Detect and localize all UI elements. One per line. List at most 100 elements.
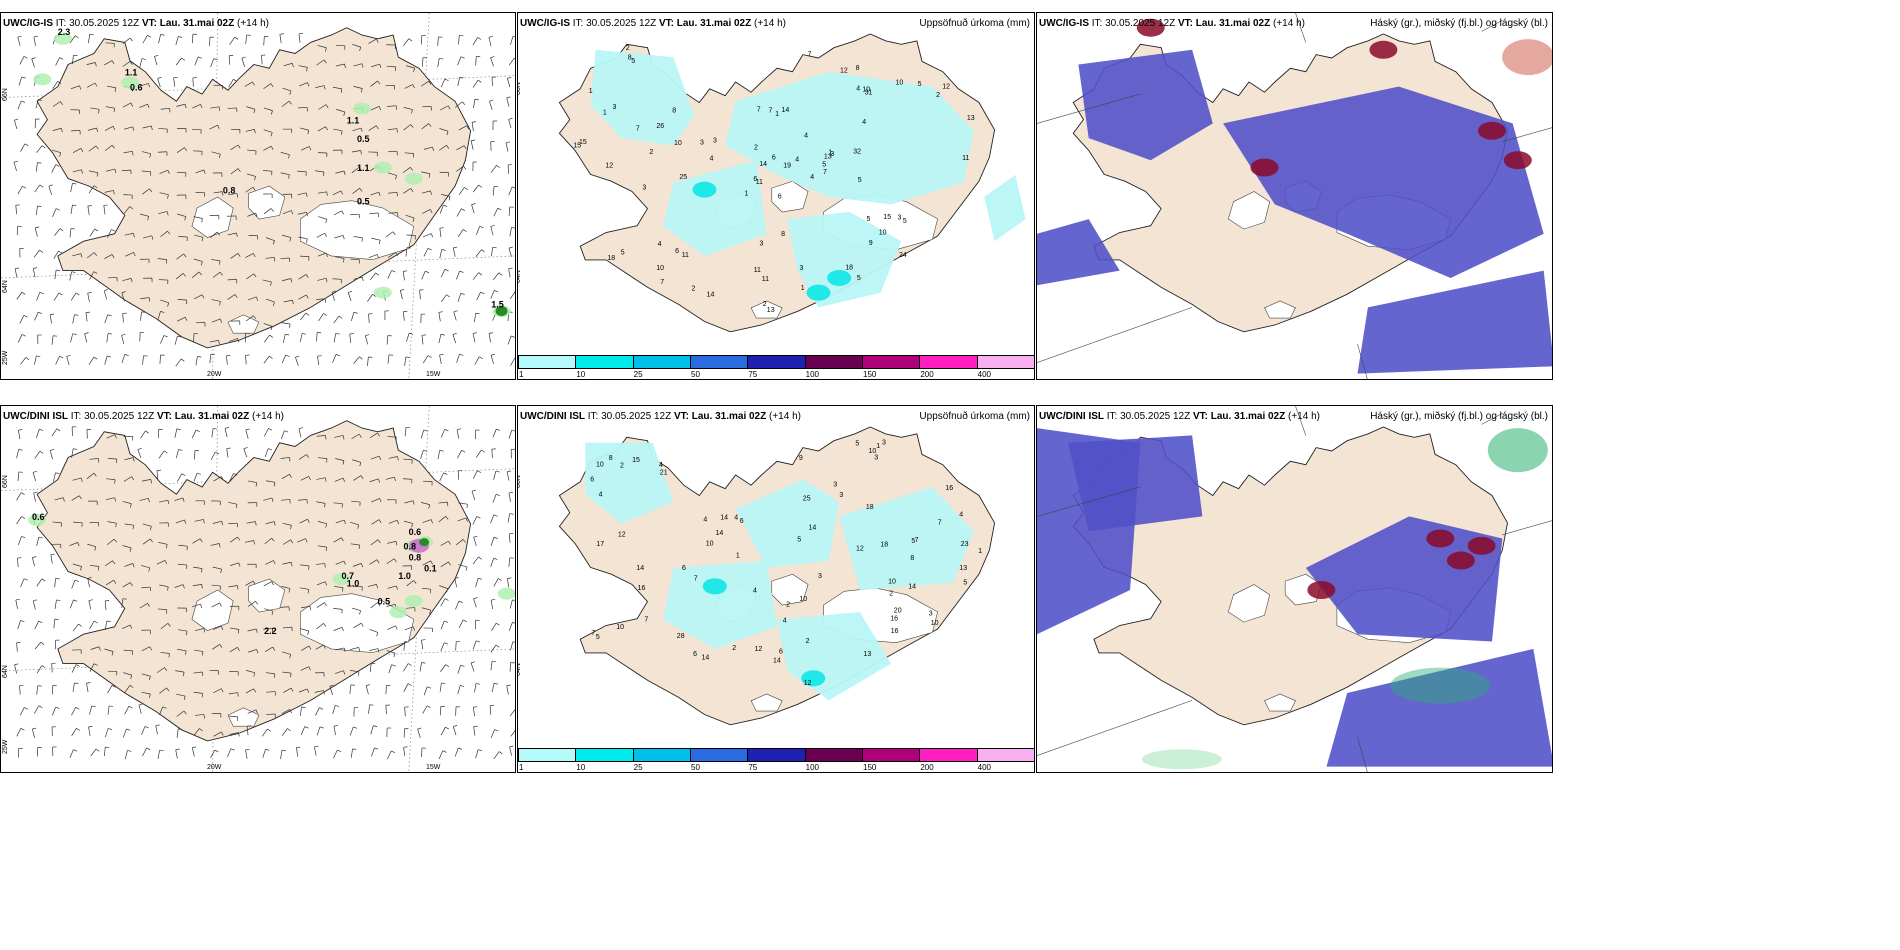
precip-value-label: 3 — [818, 573, 822, 580]
glacier-area — [299, 593, 415, 653]
colorbar-swatch — [575, 748, 634, 762]
precip-value-label: 10 — [674, 140, 682, 147]
precip-value-label: 6 — [753, 176, 757, 183]
low-cloud-area — [1068, 435, 1203, 532]
precip-value-label: 4 — [810, 174, 814, 181]
high-cloud-area — [1467, 536, 1496, 555]
lon-label-25w: 25W — [2, 350, 9, 365]
wind-value-label: 1.5 — [491, 299, 504, 309]
lon-label-15w: 15W — [426, 371, 441, 378]
panel-r1c2-precip-map: UWC/IG-IS IT: 30.05.2025 12Z VT: Lau. 31… — [517, 12, 1035, 380]
precip-value-label: 26 — [656, 123, 664, 130]
precip-area-heavy — [806, 284, 831, 301]
precip-value-label: 3 — [642, 185, 646, 192]
precip-value-label: 15 — [579, 139, 587, 146]
precip-value-label: 12 — [618, 531, 626, 538]
precip-area-heavy — [702, 578, 727, 595]
precip-value-label: 18 — [880, 542, 888, 549]
precip-blob — [373, 286, 392, 299]
precip-value-label: 7 — [823, 169, 827, 176]
colorbar-tick-label: 75 — [748, 370, 758, 379]
precip-value-label: 7 — [757, 106, 761, 113]
precip-value-label: 10 — [656, 265, 664, 272]
colorbar-swatch — [632, 748, 691, 762]
colorbar-tick-label: 1 — [519, 370, 524, 379]
precip-value-label: 12 — [840, 68, 848, 75]
panel-right-title: Háský (gr.), miðský (fj.bl.) og lágský (… — [1370, 411, 1548, 422]
precip-value-label: 14 — [707, 291, 715, 298]
precip-value-label: 5 — [855, 440, 859, 447]
precip-value-label: 6 — [693, 651, 697, 658]
precip-area — [590, 49, 695, 146]
precip-value-label: 4 — [703, 517, 707, 524]
high-cloud-area — [1503, 151, 1532, 170]
glacier-area — [750, 300, 783, 319]
lat-label-66n: 66N — [2, 475, 9, 488]
high-cloud-area — [1477, 121, 1506, 140]
precip-value-label: 10 — [896, 80, 904, 87]
precip-value-label: 25 — [679, 174, 687, 181]
precip-area — [839, 487, 974, 590]
colorbar-tick-label: 25 — [633, 763, 643, 772]
precip-value-label: 2 — [732, 645, 736, 652]
high-cloud-area — [1426, 529, 1455, 548]
precip-value-label: 10 — [706, 540, 714, 547]
glacier-area — [1227, 191, 1271, 230]
precip-value-label: 14 — [908, 583, 916, 590]
precip-value-label: 25 — [803, 496, 811, 503]
precip-value-label: 14 — [720, 514, 728, 521]
precip-value-label: 18 — [845, 265, 853, 272]
precip-value-label: 10 — [862, 87, 870, 94]
wind-value-label: 0.8 — [223, 185, 236, 195]
precip-value-label: 4 — [959, 511, 963, 518]
colorbar-swatch — [690, 355, 749, 369]
glacier-area — [1284, 573, 1322, 606]
precip-value-label: 2 — [620, 463, 624, 470]
precip-value-label: 8 — [628, 55, 632, 62]
iceland-landmass — [36, 420, 472, 742]
panel-r1c1-wind-map: UWC/IG-IS IT: 30.05.2025 12Z VT: Lau. 31… — [0, 12, 516, 380]
wind-value-label: 1.1 — [347, 115, 360, 125]
precip-value-label: 5 — [918, 81, 922, 88]
precip-area-heavy — [692, 181, 717, 198]
precip-value-label: 7 — [808, 51, 812, 58]
colorbar-swatch — [747, 355, 806, 369]
panel-title: UWC/DINI ISL IT: 30.05.2025 12Z VT: Lau.… — [1039, 411, 1320, 422]
precip-area — [984, 174, 1026, 242]
panel-r2c3-cloud-map: UWC/DINI ISL IT: 30.05.2025 12Z VT: Lau.… — [1036, 405, 1553, 773]
precip-value-label: 5 — [903, 218, 907, 225]
precip-value-label: 12 — [605, 163, 613, 170]
precip-value-label: 4 — [862, 119, 866, 126]
precip-blob — [121, 76, 139, 89]
colorbar-swatch — [518, 355, 577, 369]
precip-value-label: 3 — [898, 215, 902, 222]
glacier-area — [191, 196, 234, 238]
panel-right-title: Uppsöfnuð úrkoma (mm) — [919, 411, 1030, 422]
precip-value-label: 7 — [769, 107, 773, 114]
precip-value-label: 15 — [632, 457, 640, 464]
precip-value-label: 3 — [830, 151, 834, 158]
glacier-area — [1264, 300, 1296, 319]
precip-value-label: 13 — [864, 651, 872, 658]
precip-value-label: 5 — [867, 216, 871, 223]
colorbar-tick-label: 150 — [863, 763, 877, 772]
high-cloud-area — [1136, 18, 1165, 37]
precip-value-label: 8 — [672, 108, 676, 115]
precip-value-label: 16 — [890, 616, 898, 623]
colorbar-swatch — [747, 748, 806, 762]
precip-value-label: 4 — [710, 155, 714, 162]
wind-value-label: 0.6 — [409, 527, 422, 537]
precip-blob — [353, 102, 372, 115]
colorbar-tick-label: 100 — [805, 763, 820, 772]
precip-value-label: 20 — [894, 608, 902, 615]
precip-value-label: 1 — [589, 88, 593, 95]
colorbar-swatch — [518, 748, 577, 762]
precip-value-label: 11 — [962, 155, 969, 162]
precip-value-label: 14 — [702, 655, 710, 662]
panel-right-title: Uppsöfnuð úrkoma (mm) — [919, 18, 1030, 29]
precip-value-label: 3 — [929, 610, 933, 617]
mid-cloud-area — [1390, 667, 1491, 704]
precip-value-label: 13 — [767, 307, 775, 314]
precip-blob — [373, 161, 392, 174]
panel-r1c3-cloud-map: UWC/IG-IS IT: 30.05.2025 12Z VT: Lau. 31… — [1036, 12, 1553, 380]
